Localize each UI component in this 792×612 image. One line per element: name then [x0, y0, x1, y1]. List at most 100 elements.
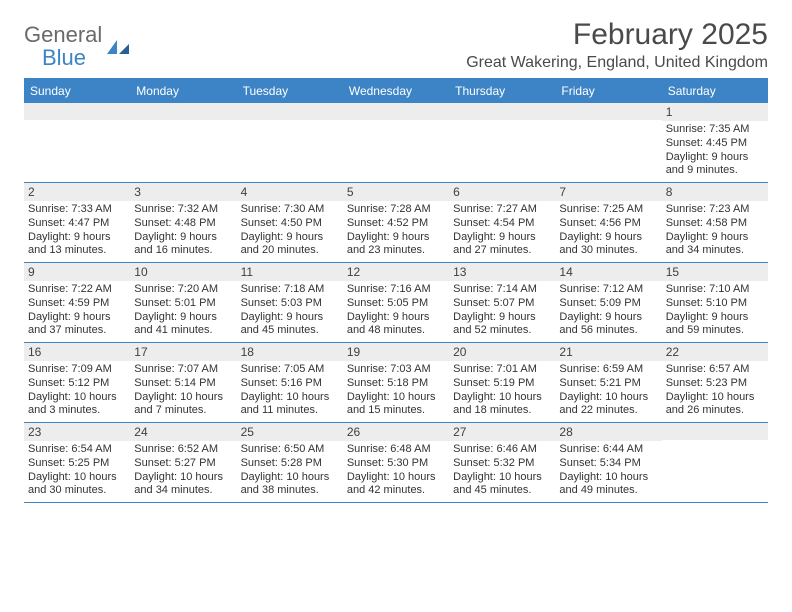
sunrise-text: Sunrise: 7:25 AM: [559, 203, 657, 217]
day-number: 17: [130, 343, 236, 361]
sunset-text: Sunset: 4:54 PM: [453, 217, 551, 231]
day-number: [555, 103, 661, 120]
daylight-text: Daylight: 10 hours: [559, 391, 657, 405]
week-row: 16Sunrise: 7:09 AMSunset: 5:12 PMDayligh…: [24, 343, 768, 423]
day-body: Sunrise: 7:22 AMSunset: 4:59 PMDaylight:…: [28, 283, 126, 338]
daylight-text: and 38 minutes.: [241, 484, 339, 498]
day-cell: 14Sunrise: 7:12 AMSunset: 5:09 PMDayligh…: [555, 263, 661, 342]
sunrise-text: Sunrise: 7:09 AM: [28, 363, 126, 377]
sunrise-text: Sunrise: 7:33 AM: [28, 203, 126, 217]
day-body: Sunrise: 6:46 AMSunset: 5:32 PMDaylight:…: [453, 443, 551, 498]
day-number: 28: [555, 423, 661, 441]
logo-word1: General: [24, 22, 102, 47]
daylight-text: Daylight: 9 hours: [559, 231, 657, 245]
sunset-text: Sunset: 5:07 PM: [453, 297, 551, 311]
location-text: Great Wakering, England, United Kingdom: [466, 54, 768, 72]
daylight-text: Daylight: 9 hours: [559, 311, 657, 325]
daylight-text: and 22 minutes.: [559, 404, 657, 418]
sunrise-text: Sunrise: 7:35 AM: [666, 123, 764, 137]
daylight-text: and 52 minutes.: [453, 324, 551, 338]
daylight-text: and 42 minutes.: [347, 484, 445, 498]
day-cell: 10Sunrise: 7:20 AMSunset: 5:01 PMDayligh…: [130, 263, 236, 342]
day-number: 19: [343, 343, 449, 361]
sunset-text: Sunset: 5:21 PM: [559, 377, 657, 391]
sunset-text: Sunset: 5:12 PM: [28, 377, 126, 391]
sunset-text: Sunset: 4:47 PM: [28, 217, 126, 231]
day-cell: 4Sunrise: 7:30 AMSunset: 4:50 PMDaylight…: [237, 183, 343, 262]
daylight-text: and 30 minutes.: [559, 244, 657, 258]
sunrise-text: Sunrise: 7:30 AM: [241, 203, 339, 217]
daylight-text: Daylight: 9 hours: [453, 231, 551, 245]
day-cell: 27Sunrise: 6:46 AMSunset: 5:32 PMDayligh…: [449, 423, 555, 502]
sunrise-text: Sunrise: 6:59 AM: [559, 363, 657, 377]
dayhead-tue: Tuesday: [237, 80, 343, 103]
day-cell: [343, 103, 449, 182]
dayhead-sun: Sunday: [24, 80, 130, 103]
daylight-text: and 45 minutes.: [241, 324, 339, 338]
day-number: 20: [449, 343, 555, 361]
day-number: 15: [662, 263, 768, 281]
daylight-text: Daylight: 9 hours: [453, 311, 551, 325]
sunset-text: Sunset: 5:32 PM: [453, 457, 551, 471]
dayhead-sat: Saturday: [662, 80, 768, 103]
day-body: Sunrise: 7:27 AMSunset: 4:54 PMDaylight:…: [453, 203, 551, 258]
logo: General Blue: [24, 18, 131, 70]
day-body: Sunrise: 7:01 AMSunset: 5:19 PMDaylight:…: [453, 363, 551, 418]
daylight-text: and 41 minutes.: [134, 324, 232, 338]
day-number: [130, 103, 236, 120]
daylight-text: and 45 minutes.: [453, 484, 551, 498]
day-number: 1: [662, 103, 768, 121]
daylight-text: Daylight: 10 hours: [28, 391, 126, 405]
daylight-text: Daylight: 10 hours: [241, 471, 339, 485]
week-row: 9Sunrise: 7:22 AMSunset: 4:59 PMDaylight…: [24, 263, 768, 343]
day-number: 25: [237, 423, 343, 441]
day-body: Sunrise: 6:50 AMSunset: 5:28 PMDaylight:…: [241, 443, 339, 498]
day-cell: 17Sunrise: 7:07 AMSunset: 5:14 PMDayligh…: [130, 343, 236, 422]
daylight-text: Daylight: 9 hours: [666, 151, 764, 165]
day-cell: 24Sunrise: 6:52 AMSunset: 5:27 PMDayligh…: [130, 423, 236, 502]
sunset-text: Sunset: 4:56 PM: [559, 217, 657, 231]
day-number: [343, 103, 449, 120]
day-body: Sunrise: 6:59 AMSunset: 5:21 PMDaylight:…: [559, 363, 657, 418]
calendar-grid: Sunday Monday Tuesday Wednesday Thursday…: [24, 78, 768, 503]
day-number: 12: [343, 263, 449, 281]
sunset-text: Sunset: 4:45 PM: [666, 137, 764, 151]
sunrise-text: Sunrise: 6:52 AM: [134, 443, 232, 457]
day-body: Sunrise: 7:03 AMSunset: 5:18 PMDaylight:…: [347, 363, 445, 418]
daylight-text: Daylight: 10 hours: [28, 471, 126, 485]
dayhead-thu: Thursday: [449, 80, 555, 103]
day-body: Sunrise: 7:35 AMSunset: 4:45 PMDaylight:…: [666, 123, 764, 178]
day-cell: [237, 103, 343, 182]
sunrise-text: Sunrise: 7:16 AM: [347, 283, 445, 297]
sunset-text: Sunset: 5:23 PM: [666, 377, 764, 391]
sunrise-text: Sunrise: 7:10 AM: [666, 283, 764, 297]
daylight-text: Daylight: 10 hours: [134, 391, 232, 405]
day-body: Sunrise: 7:33 AMSunset: 4:47 PMDaylight:…: [28, 203, 126, 258]
day-number: 7: [555, 183, 661, 201]
sunrise-text: Sunrise: 6:50 AM: [241, 443, 339, 457]
sunset-text: Sunset: 5:18 PM: [347, 377, 445, 391]
logo-word2: Blue: [42, 45, 86, 70]
daylight-text: and 26 minutes.: [666, 404, 764, 418]
daylight-text: Daylight: 10 hours: [347, 391, 445, 405]
daylight-text: and 49 minutes.: [559, 484, 657, 498]
weeks-container: 1Sunrise: 7:35 AMSunset: 4:45 PMDaylight…: [24, 103, 768, 503]
day-cell: 16Sunrise: 7:09 AMSunset: 5:12 PMDayligh…: [24, 343, 130, 422]
day-cell: 2Sunrise: 7:33 AMSunset: 4:47 PMDaylight…: [24, 183, 130, 262]
daylight-text: Daylight: 10 hours: [453, 391, 551, 405]
daylight-text: Daylight: 9 hours: [347, 311, 445, 325]
day-cell: [130, 103, 236, 182]
day-number: 23: [24, 423, 130, 441]
day-cell: 1 Sunrise: 7:35 AMSunset: 4:45 PMDaylight…: [662, 103, 768, 182]
sunrise-text: Sunrise: 7:05 AM: [241, 363, 339, 377]
day-cell: 26Sunrise: 6:48 AMSunset: 5:30 PMDayligh…: [343, 423, 449, 502]
day-cell: 15Sunrise: 7:10 AMSunset: 5:10 PMDayligh…: [662, 263, 768, 342]
week-row: 1 Sunrise: 7:35 AMSunset: 4:45 PMDaylight…: [24, 103, 768, 183]
day-body: Sunrise: 6:44 AMSunset: 5:34 PMDaylight:…: [559, 443, 657, 498]
day-body: Sunrise: 7:09 AMSunset: 5:12 PMDaylight:…: [28, 363, 126, 418]
daylight-text: Daylight: 10 hours: [453, 471, 551, 485]
sunset-text: Sunset: 4:50 PM: [241, 217, 339, 231]
sunset-text: Sunset: 5:03 PM: [241, 297, 339, 311]
logo-text-block: General Blue: [24, 24, 102, 70]
daylight-text: Daylight: 9 hours: [666, 311, 764, 325]
